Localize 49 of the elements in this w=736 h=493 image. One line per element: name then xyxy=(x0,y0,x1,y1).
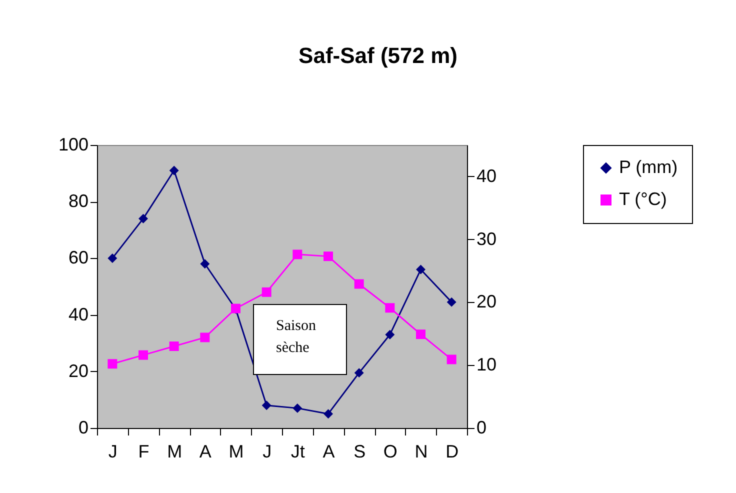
x-tick-label: S xyxy=(354,442,366,462)
point xyxy=(354,279,364,289)
point xyxy=(416,264,426,274)
legend-label: P (mm) xyxy=(619,157,678,177)
x-tick-label: O xyxy=(383,442,398,462)
y2-tick-label: 0 xyxy=(476,418,487,438)
point xyxy=(385,330,395,340)
point xyxy=(446,297,456,307)
y-tick-label: 80 xyxy=(68,191,88,212)
point xyxy=(354,368,364,378)
x-tick-label: D xyxy=(446,442,459,462)
y-tick-label: 100 xyxy=(58,134,88,154)
point xyxy=(262,287,272,297)
x-tick-label: M xyxy=(228,442,244,462)
point xyxy=(292,250,302,260)
y-tick-label: 0 xyxy=(78,418,88,438)
y2-tick-label: 20 xyxy=(476,292,497,312)
x-tick-label: J xyxy=(108,442,118,462)
y-tick-label: 20 xyxy=(68,360,88,381)
x-tick-label: F xyxy=(138,442,150,462)
chart-title: Saf-Saf (572 m) xyxy=(298,43,458,68)
point xyxy=(262,400,272,410)
point xyxy=(138,350,148,360)
point xyxy=(108,359,118,369)
y2-tick-label: 40 xyxy=(476,166,497,186)
x-tick-label: A xyxy=(199,442,212,462)
point xyxy=(108,253,118,263)
x-tick-label: J xyxy=(262,442,272,462)
point xyxy=(446,354,456,364)
point xyxy=(138,214,148,224)
x-tick-label: M xyxy=(167,442,182,462)
point xyxy=(292,403,302,413)
y-tick-label: 40 xyxy=(68,304,88,324)
point xyxy=(385,303,395,313)
point xyxy=(324,409,333,419)
y-tick-label: 60 xyxy=(68,248,88,268)
note-box: Saison sèche xyxy=(253,304,347,375)
point xyxy=(416,330,426,340)
point xyxy=(169,342,179,351)
x-tick-label: A xyxy=(322,442,335,462)
point xyxy=(200,332,210,342)
x-tick-label: Jt xyxy=(290,442,305,462)
point xyxy=(169,166,179,176)
y2-tick-label: 30 xyxy=(476,228,497,249)
point xyxy=(324,252,333,262)
legend-label: T (°C) xyxy=(619,189,667,209)
x-tick-label: N xyxy=(414,442,428,462)
y2-tick-label: 10 xyxy=(476,354,497,375)
point xyxy=(200,259,210,269)
